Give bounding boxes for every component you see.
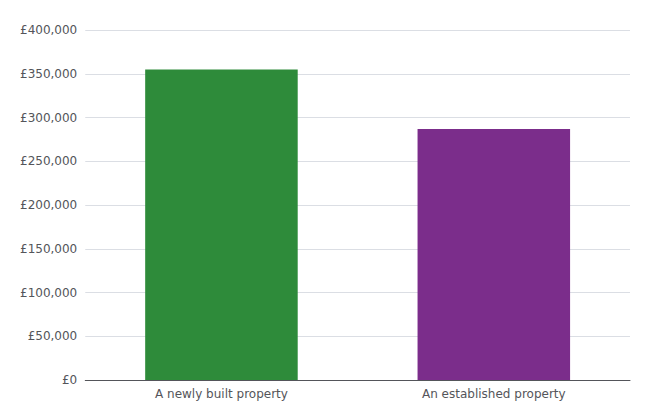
- svg-text:£200,000: £200,000: [20, 198, 77, 212]
- svg-text:A newly built property: A newly built property: [155, 387, 288, 401]
- svg-text:£350,000: £350,000: [20, 67, 77, 81]
- svg-text:£250,000: £250,000: [20, 154, 77, 168]
- svg-text:£50,000: £50,000: [28, 329, 78, 343]
- svg-text:£0: £0: [62, 373, 77, 387]
- svg-text:£150,000: £150,000: [20, 242, 77, 256]
- svg-text:An established property: An established property: [422, 387, 566, 401]
- svg-text:£100,000: £100,000: [20, 286, 77, 300]
- svg-text:£300,000: £300,000: [20, 111, 77, 125]
- svg-text:£400,000: £400,000: [20, 23, 77, 37]
